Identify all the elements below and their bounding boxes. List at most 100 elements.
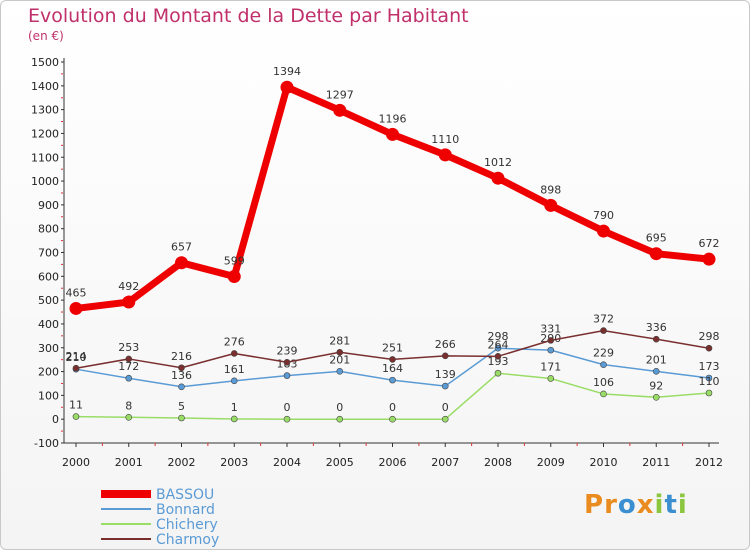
data-label: 0 (442, 401, 449, 414)
data-point (386, 127, 399, 141)
data-point (441, 352, 449, 360)
logo-letter: x (636, 490, 655, 520)
axes: -100010020030040050060070080090010001100… (31, 56, 723, 469)
legend-label: Charmoy (156, 532, 219, 548)
data-point (72, 364, 80, 372)
data-label: 264 (488, 338, 509, 351)
y-tick-label: 1200 (31, 127, 59, 140)
data-point (544, 198, 558, 212)
logo-letter: t (664, 490, 678, 520)
data-label: 276 (224, 335, 245, 348)
data-point (652, 393, 660, 401)
y-tick-label: 1400 (31, 80, 59, 93)
x-tick-label: 2006 (379, 456, 407, 469)
legend-label: BASSOU (156, 487, 214, 503)
data-point (441, 382, 449, 390)
data-point (178, 364, 185, 372)
y-tick-label: 0 (52, 413, 59, 426)
y-tick-label: 1100 (31, 151, 59, 164)
data-label: 281 (329, 334, 350, 347)
data-point (547, 337, 555, 344)
data-label: 695 (646, 232, 667, 245)
data-label: 253 (118, 341, 139, 354)
x-tick-label: 2010 (590, 456, 618, 469)
series-chichery: 11 8 5 1 0 0 0 0 193 171 106 92 110 (69, 355, 720, 423)
logo-letter: i (654, 490, 665, 520)
data-label: 214 (66, 350, 87, 363)
data-label: 331 (540, 322, 561, 335)
y-tick-label: 600 (38, 270, 59, 283)
legend-label: Chichery (156, 517, 218, 533)
chart-unit: (en €) (28, 29, 64, 43)
data-point (652, 335, 660, 343)
data-label: 216 (171, 350, 192, 363)
y-tick-label: 300 (38, 342, 59, 355)
data-point (547, 346, 555, 354)
legend-label: Bonnard (156, 502, 215, 518)
logo-letter: P (584, 490, 605, 520)
proxiti-logo: Proxiti (584, 490, 688, 520)
data-label: 1110 (431, 133, 459, 146)
x-tick-label: 2001 (115, 456, 143, 469)
logo-letter: o (617, 490, 637, 520)
logo-letter: i (677, 490, 688, 520)
logo-letter: r (604, 490, 618, 520)
x-tick-label: 2003 (220, 456, 248, 469)
data-label: 110 (699, 375, 720, 388)
data-label: 599 (224, 255, 245, 268)
y-tick-label: 100 (38, 389, 59, 402)
data-label: 898 (540, 183, 561, 196)
x-tick-label: 2008 (484, 456, 512, 469)
data-point (702, 252, 716, 266)
series-charmoy: 214 253 216 276 239 281 251 266 264 331 372 336 298 (66, 313, 720, 372)
data-label: 372 (593, 313, 614, 326)
series-layer: 2101721361611832011641392982902292011731… (66, 65, 720, 423)
y-tick-label: 500 (38, 294, 59, 307)
x-tick-label: 2009 (537, 456, 565, 469)
data-point (336, 368, 344, 375)
data-point (227, 270, 241, 284)
data-point (230, 350, 238, 357)
data-label: 139 (435, 368, 456, 381)
x-tick-label: 2002 (168, 456, 196, 469)
data-label: 790 (593, 209, 614, 222)
data-point (389, 356, 396, 363)
data-point (125, 355, 133, 363)
data-label: 0 (389, 401, 396, 414)
data-label: 171 (540, 360, 561, 373)
data-point (494, 353, 502, 360)
data-label: 239 (277, 344, 298, 357)
data-point (652, 368, 660, 375)
data-label: 336 (646, 321, 667, 334)
data-label: 298 (488, 330, 509, 343)
data-point (649, 247, 663, 261)
x-tick-label: 2011 (642, 456, 670, 469)
x-tick-label: 2007 (431, 456, 459, 469)
data-point (705, 374, 713, 382)
data-label: 0 (336, 401, 343, 414)
data-point (600, 390, 607, 398)
data-label: 1012 (484, 156, 512, 169)
data-label: 298 (699, 330, 720, 343)
data-point (491, 171, 505, 185)
data-point (494, 344, 502, 352)
y-tick-label: 900 (38, 199, 59, 212)
y-tick-label: 1500 (31, 56, 59, 69)
data-label: 106 (593, 376, 614, 389)
data-point (230, 377, 238, 385)
data-point (336, 415, 344, 423)
data-point (600, 361, 607, 368)
x-tick-label: 2005 (326, 456, 354, 469)
data-label: 657 (171, 241, 192, 254)
data-point (69, 301, 83, 315)
data-point (280, 80, 294, 94)
data-point (283, 358, 291, 366)
y-tick-label: 1300 (31, 104, 59, 117)
data-label: 672 (699, 237, 720, 250)
y-tick-label: 200 (38, 366, 59, 379)
data-point (178, 383, 185, 391)
data-label: 193 (488, 355, 509, 368)
